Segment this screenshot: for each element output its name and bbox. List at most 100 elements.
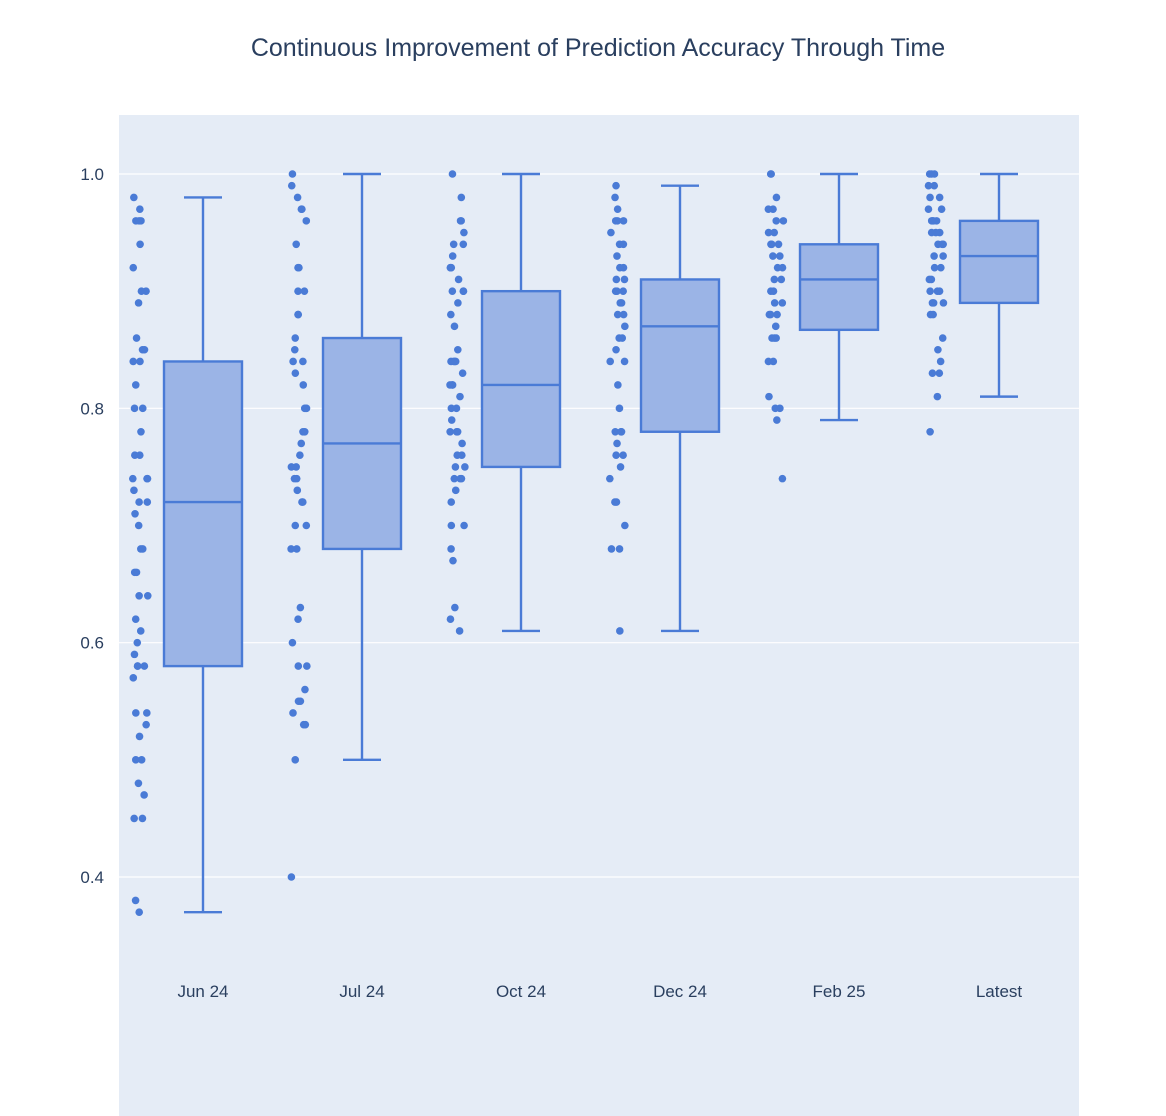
data-point [452,404,461,413]
data-point [606,357,615,366]
data-point [607,228,615,237]
data-point [294,310,302,319]
data-point [777,275,786,284]
data-point [458,439,466,448]
data-point [615,240,624,249]
data-point [616,463,625,471]
data-point [939,299,948,307]
data-point [926,427,934,436]
data-point [130,814,138,823]
box-5 [798,172,880,422]
data-point [613,287,621,295]
iqr-box [798,243,880,332]
data-point [460,228,468,237]
data-point [136,357,144,366]
data-point [449,240,458,249]
data-point [292,545,301,553]
data-point [612,181,620,190]
data-point [454,299,462,307]
y-axis-ticks: 0.4 0.6 0.8 1.0 [80,165,104,887]
data-point [612,275,621,284]
data-point [136,627,145,635]
data-point [291,369,300,377]
data-point [134,521,143,530]
y-tick-label: 0.8 [80,399,104,418]
data-point [288,638,297,647]
data-point [299,381,308,389]
data-point [459,287,468,295]
data-point [774,240,783,249]
x-tick-label: Latest [976,982,1023,1001]
data-point [129,674,138,682]
data-point [131,896,140,905]
data-point [924,205,933,213]
data-point [287,873,296,881]
data-point [303,662,311,670]
data-point [135,217,143,225]
data-point [611,427,620,436]
data-point [460,521,468,530]
chart-title: Continuous Improvement of Prediction Acc… [250,34,946,62]
data-point [138,345,147,354]
data-point [290,345,299,354]
box-4 [639,184,721,633]
data-point [291,521,300,530]
data-point [776,252,784,260]
data-point [935,193,944,202]
box-3 [480,172,562,633]
data-point [454,275,463,284]
data-point [131,451,139,460]
x-tick-label: Oct 24 [496,982,546,1001]
data-point [772,193,781,202]
data-point [613,310,622,319]
data-point [619,310,628,319]
data-point [134,779,143,788]
data-point [933,287,942,295]
data-point [778,474,787,483]
data-point [619,451,627,460]
data-point [448,170,457,178]
data-point [770,299,779,307]
data-point [302,521,311,530]
y-tick-label: 1.0 [80,165,104,184]
iqr-box [480,289,562,469]
data-point [291,756,300,764]
data-point [617,427,626,436]
data-point [927,170,936,178]
data-point [299,427,307,436]
data-point [142,720,150,729]
data-point [764,228,773,237]
data-point [287,181,296,190]
data-point [137,287,146,295]
data-point [606,474,614,483]
data-point [766,310,775,319]
data-point [130,486,138,495]
data-point [620,275,629,284]
data-point [294,615,302,624]
data-point [130,650,139,659]
y-tick-label: 0.6 [80,634,104,653]
data-point [446,381,454,389]
data-point [447,498,456,506]
x-tick-label: Dec 24 [653,982,707,1001]
data-point [132,334,141,342]
data-point [130,193,138,202]
data-point [933,392,942,401]
data-point [765,392,773,401]
data-point [934,345,942,354]
data-point [455,627,464,635]
data-point [288,170,297,178]
data-point [926,287,934,295]
data-point [454,345,462,354]
data-point [140,662,149,670]
data-point [302,404,310,413]
data-point [770,275,779,284]
data-point [137,427,145,436]
x-tick-label: Jun 24 [177,982,228,1001]
data-point [461,463,469,471]
data-point [767,170,776,178]
y-tick-label: 0.4 [80,868,104,887]
data-point [773,263,782,272]
data-point [290,474,299,483]
data-points [129,170,948,916]
